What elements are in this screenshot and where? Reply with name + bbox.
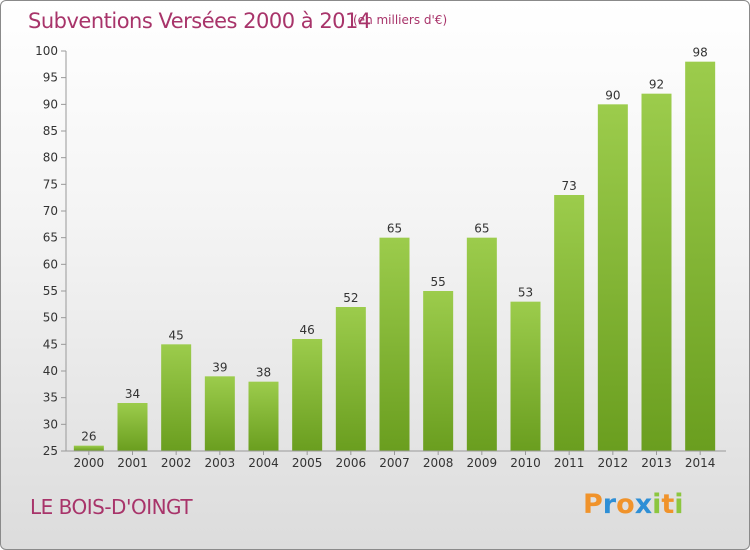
chart-unit: (en milliers d'€) xyxy=(353,13,448,27)
bar-value-label: 98 xyxy=(693,46,708,60)
bar-2004 xyxy=(248,381,279,451)
bar-value-label: 38 xyxy=(256,366,271,380)
bar-2005 xyxy=(292,339,323,451)
bar-value-label: 45 xyxy=(169,328,184,342)
bar-value-label: 34 xyxy=(125,387,140,401)
logo-letter: o xyxy=(616,489,635,520)
proxiti-logo: Proxiti xyxy=(583,489,684,520)
bar-value-label: 92 xyxy=(649,78,664,92)
x-tick-label: 2009 xyxy=(467,456,498,470)
y-tick-label: 90 xyxy=(43,97,58,111)
x-tick-label: 2005 xyxy=(292,456,323,470)
logo-letter: i xyxy=(652,489,662,520)
bar-value-label: 55 xyxy=(431,275,446,289)
bar-2012 xyxy=(597,104,628,451)
logo-letter: i xyxy=(674,489,684,520)
logo-letter: P xyxy=(583,489,603,520)
chart-title: Subventions Versées 2000 à 2014 xyxy=(28,9,371,33)
logo-letter: t xyxy=(661,489,675,520)
x-axis: 2000 2001 2002 2003 2004 2005 2006 2007 2008 2009… xyxy=(66,450,726,470)
bar-value-label: 46 xyxy=(300,323,315,337)
y-tick-label: 25 xyxy=(43,444,58,458)
bar-2007 xyxy=(379,237,410,451)
bar-value-label: 26 xyxy=(81,430,96,444)
logo-letter: x xyxy=(634,489,653,520)
bar-2009 xyxy=(466,237,497,451)
x-tick-label: 2007 xyxy=(379,456,410,470)
y-tick-label: 80 xyxy=(43,151,58,165)
y-tick-label: 35 xyxy=(43,391,58,405)
bar-2014 xyxy=(685,61,716,452)
x-tick-label: 2000 xyxy=(74,456,105,470)
x-tick-label: 2002 xyxy=(161,456,192,470)
bar-value-label: 52 xyxy=(343,291,358,305)
bar-2003 xyxy=(204,376,235,451)
bar-2000 xyxy=(73,445,104,451)
y-tick-label: 30 xyxy=(43,417,58,431)
bars: 26 34 45 39 38 46 52 65 55 65 53 73 90 92 98 xyxy=(73,46,716,452)
bar-value-label: 90 xyxy=(605,88,620,102)
bar-value-label: 73 xyxy=(562,179,577,193)
bar-value-label: 53 xyxy=(518,286,533,300)
x-tick-label: 2008 xyxy=(423,456,454,470)
y-tick-label: 95 xyxy=(43,71,58,85)
commune-name: LE BOIS-D'OINGT xyxy=(30,495,193,519)
x-tick-label: 2011 xyxy=(554,456,585,470)
y-tick-label: 45 xyxy=(43,337,58,351)
x-tick-label: 2003 xyxy=(205,456,236,470)
y-axis: 25 30 35 40 45 50 55 60 65 70 75 80 85 90 95 100 xyxy=(35,44,67,458)
y-tick-label: 100 xyxy=(35,44,58,58)
bar-2001 xyxy=(117,403,148,451)
bar-2013 xyxy=(641,93,672,452)
bar-value-label: 65 xyxy=(387,222,402,236)
y-tick-label: 50 xyxy=(43,311,58,325)
y-tick-label: 60 xyxy=(43,257,58,271)
x-tick-label: 2014 xyxy=(685,456,716,470)
y-tick-label: 75 xyxy=(43,177,58,191)
bar-2011 xyxy=(554,195,585,451)
x-tick-label: 2012 xyxy=(598,456,629,470)
bar-2008 xyxy=(423,291,454,451)
x-tick-label: 2001 xyxy=(117,456,148,470)
y-tick-label: 55 xyxy=(43,284,58,298)
bar-2010 xyxy=(510,301,541,451)
bar-value-label: 39 xyxy=(212,360,227,374)
x-tick-label: 2004 xyxy=(248,456,279,470)
x-tick-label: 2010 xyxy=(510,456,541,470)
y-tick-label: 40 xyxy=(43,364,58,378)
x-tick-label: 2006 xyxy=(336,456,367,470)
bar-2002 xyxy=(161,344,192,451)
y-tick-label: 70 xyxy=(43,204,58,218)
bar-value-label: 65 xyxy=(474,222,489,236)
x-tick-label: 2013 xyxy=(641,456,672,470)
y-tick-label: 65 xyxy=(43,231,58,245)
bar-2006 xyxy=(335,307,366,451)
y-tick-label: 85 xyxy=(43,124,58,138)
logo-letter: r xyxy=(602,489,617,520)
